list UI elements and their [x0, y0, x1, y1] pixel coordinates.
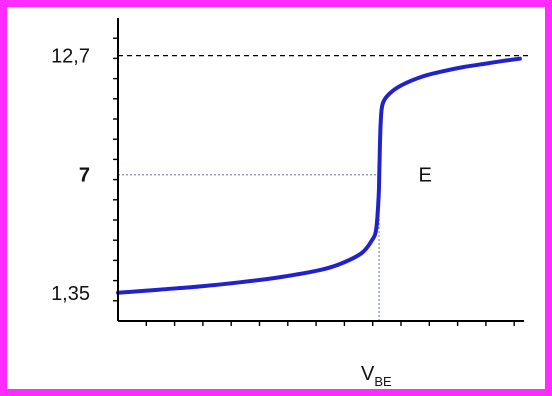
annotation-label: E [418, 165, 431, 187]
tick-labels: 12,7 7 1,35 E [51, 46, 432, 305]
curve-layer [116, 56, 522, 295]
y-tick-label: 12,7 [51, 46, 90, 68]
guide-lines [118, 55, 528, 321]
x-axis-label-sub: BE [374, 374, 392, 389]
y-tick-label: 1,35 [51, 283, 90, 305]
x-axis-label: VBE [361, 363, 392, 389]
y-tick-label: 7 [79, 165, 90, 187]
axes [113, 18, 524, 326]
x-axis-label-main: V [361, 363, 375, 385]
series-curve-0 [116, 56, 522, 295]
